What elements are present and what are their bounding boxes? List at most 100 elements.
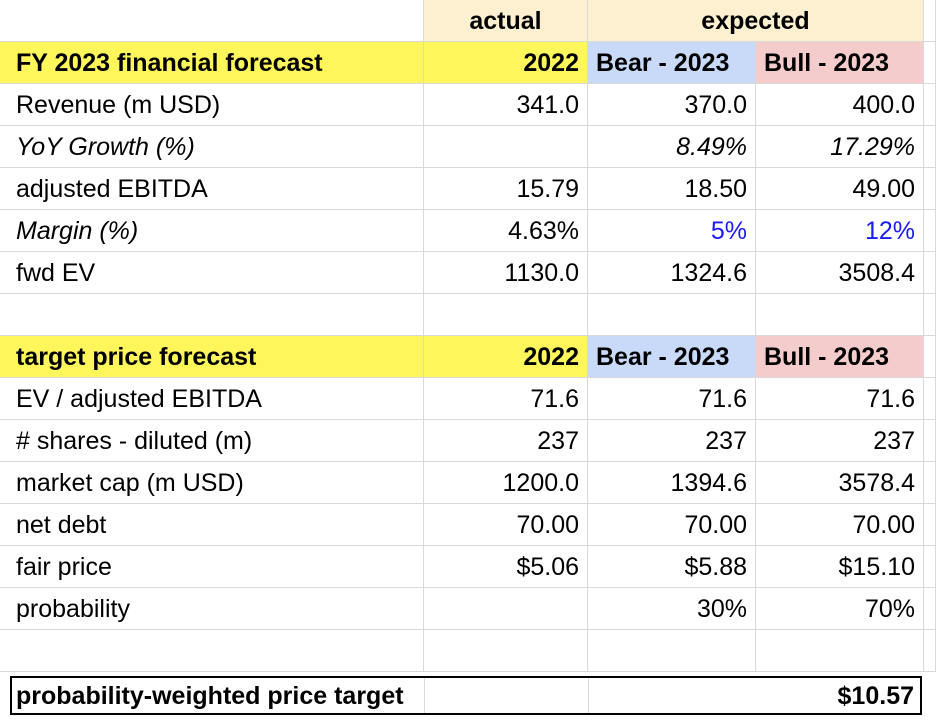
row-label[interactable]: YoY Growth (%) bbox=[0, 126, 424, 168]
value-bull[interactable]: 3508.4 bbox=[756, 252, 924, 294]
value-bear[interactable]: $5.88 bbox=[588, 546, 756, 588]
value-bear[interactable]: 8.49% bbox=[588, 126, 756, 168]
section1-col-bear[interactable]: Bear - 2023 bbox=[588, 42, 756, 84]
cell-empty[interactable] bbox=[924, 378, 936, 420]
value-bear[interactable]: 71.6 bbox=[588, 378, 756, 420]
cell-empty[interactable] bbox=[588, 630, 756, 672]
section1-title[interactable]: FY 2023 financial forecast bbox=[0, 42, 424, 84]
value-bull[interactable]: 17.29% bbox=[756, 126, 924, 168]
section2-title[interactable]: target price forecast bbox=[0, 336, 424, 378]
cell-empty[interactable] bbox=[924, 84, 936, 126]
value-2022[interactable]: 237 bbox=[424, 420, 588, 462]
row-label[interactable]: fwd EV bbox=[0, 252, 424, 294]
cell-empty[interactable] bbox=[924, 252, 936, 294]
table-row: market cap (m USD) 1200.0 1394.6 3578.4 bbox=[0, 462, 936, 504]
value-2022[interactable]: 71.6 bbox=[424, 378, 588, 420]
value-bear[interactable]: 237 bbox=[588, 420, 756, 462]
value-2022[interactable]: 15.79 bbox=[424, 168, 588, 210]
cell-empty[interactable] bbox=[924, 42, 936, 84]
cell-empty[interactable] bbox=[924, 504, 936, 546]
cell-empty[interactable] bbox=[756, 294, 924, 336]
section1-header-row: FY 2023 financial forecast 2022 Bear - 2… bbox=[0, 42, 936, 84]
value-bear[interactable]: 5% bbox=[588, 210, 756, 252]
empty-row bbox=[0, 630, 936, 672]
section2-col-bear[interactable]: Bear - 2023 bbox=[588, 336, 756, 378]
header-row: actual expected bbox=[0, 0, 936, 42]
row-label[interactable]: Revenue (m USD) bbox=[0, 84, 424, 126]
cell-empty[interactable] bbox=[924, 0, 936, 42]
table-row: fwd EV 1130.0 1324.6 3508.4 bbox=[0, 252, 936, 294]
cell-empty[interactable] bbox=[924, 462, 936, 504]
table-row: YoY Growth (%) 8.49% 17.29% bbox=[0, 126, 936, 168]
value-bear[interactable]: 1394.6 bbox=[588, 462, 756, 504]
cell-empty[interactable] bbox=[924, 210, 936, 252]
value-bull[interactable]: 70.00 bbox=[756, 504, 924, 546]
divider bbox=[424, 678, 425, 713]
value-bear[interactable]: 70.00 bbox=[588, 504, 756, 546]
value-bear[interactable]: 1324.6 bbox=[588, 252, 756, 294]
value-bull[interactable]: 237 bbox=[756, 420, 924, 462]
summary-value[interactable]: $10.57 bbox=[837, 682, 914, 710]
cell-empty[interactable] bbox=[924, 336, 936, 378]
table-row: # shares - diluted (m) 237 237 237 bbox=[0, 420, 936, 462]
empty-row bbox=[0, 294, 936, 336]
cell-empty[interactable] bbox=[924, 294, 936, 336]
row-label[interactable]: adjusted EBITDA bbox=[0, 168, 424, 210]
value-2022[interactable]: 4.63% bbox=[424, 210, 588, 252]
cell-empty[interactable] bbox=[0, 0, 424, 42]
row-label[interactable]: EV / adjusted EBITDA bbox=[0, 378, 424, 420]
row-label[interactable]: fair price bbox=[0, 546, 424, 588]
cell-empty[interactable] bbox=[924, 168, 936, 210]
divider bbox=[588, 678, 589, 713]
value-2022[interactable]: 1200.0 bbox=[424, 462, 588, 504]
value-bull[interactable]: 400.0 bbox=[756, 84, 924, 126]
value-bull[interactable]: 49.00 bbox=[756, 168, 924, 210]
section2-header-row: target price forecast 2022 Bear - 2023 B… bbox=[0, 336, 936, 378]
table-row: fair price $5.06 $5.88 $15.10 bbox=[0, 546, 936, 588]
value-2022[interactable]: 70.00 bbox=[424, 504, 588, 546]
section2-col-bull[interactable]: Bull - 2023 bbox=[756, 336, 924, 378]
summary-label[interactable]: probability-weighted price target bbox=[16, 682, 404, 710]
table-row: EV / adjusted EBITDA 71.6 71.6 71.6 bbox=[0, 378, 936, 420]
value-bear[interactable]: 30% bbox=[588, 588, 756, 630]
value-bear[interactable]: 18.50 bbox=[588, 168, 756, 210]
cell-empty[interactable] bbox=[924, 588, 936, 630]
row-label[interactable]: net debt bbox=[0, 504, 424, 546]
value-2022[interactable]: 1130.0 bbox=[424, 252, 588, 294]
cell-empty[interactable] bbox=[0, 630, 424, 672]
value-bull[interactable]: 3578.4 bbox=[756, 462, 924, 504]
section1-col-2022[interactable]: 2022 bbox=[424, 42, 588, 84]
value-bear[interactable]: 370.0 bbox=[588, 84, 756, 126]
section2-col-2022[interactable]: 2022 bbox=[424, 336, 588, 378]
value-bull[interactable]: 12% bbox=[756, 210, 924, 252]
row-label[interactable]: market cap (m USD) bbox=[0, 462, 424, 504]
cell-empty[interactable] bbox=[0, 294, 424, 336]
cell-empty[interactable] bbox=[588, 294, 756, 336]
cell-empty[interactable] bbox=[424, 294, 588, 336]
table-row: probability 30% 70% bbox=[0, 588, 936, 630]
value-2022[interactable] bbox=[424, 126, 588, 168]
cell-empty[interactable] bbox=[756, 630, 924, 672]
section1-col-bull[interactable]: Bull - 2023 bbox=[756, 42, 924, 84]
value-2022[interactable]: $5.06 bbox=[424, 546, 588, 588]
value-bull[interactable]: 71.6 bbox=[756, 378, 924, 420]
cell-empty[interactable] bbox=[924, 126, 936, 168]
expected-header[interactable]: expected bbox=[588, 0, 924, 42]
cell-empty[interactable] bbox=[924, 546, 936, 588]
cell-empty[interactable] bbox=[424, 630, 588, 672]
table-row: Margin (%) 4.63% 5% 12% bbox=[0, 210, 936, 252]
actual-header[interactable]: actual bbox=[424, 0, 588, 42]
table-row: Revenue (m USD) 341.0 370.0 400.0 bbox=[0, 84, 936, 126]
value-2022[interactable] bbox=[424, 588, 588, 630]
row-label[interactable]: probability bbox=[0, 588, 424, 630]
cell-empty[interactable] bbox=[924, 630, 936, 672]
summary-box bbox=[10, 676, 922, 715]
table-row: adjusted EBITDA 15.79 18.50 49.00 bbox=[0, 168, 936, 210]
value-bull[interactable]: 70% bbox=[756, 588, 924, 630]
row-label[interactable]: # shares - diluted (m) bbox=[0, 420, 424, 462]
value-bull[interactable]: $15.10 bbox=[756, 546, 924, 588]
value-2022[interactable]: 341.0 bbox=[424, 84, 588, 126]
cell-empty[interactable] bbox=[924, 420, 936, 462]
row-label[interactable]: Margin (%) bbox=[0, 210, 424, 252]
